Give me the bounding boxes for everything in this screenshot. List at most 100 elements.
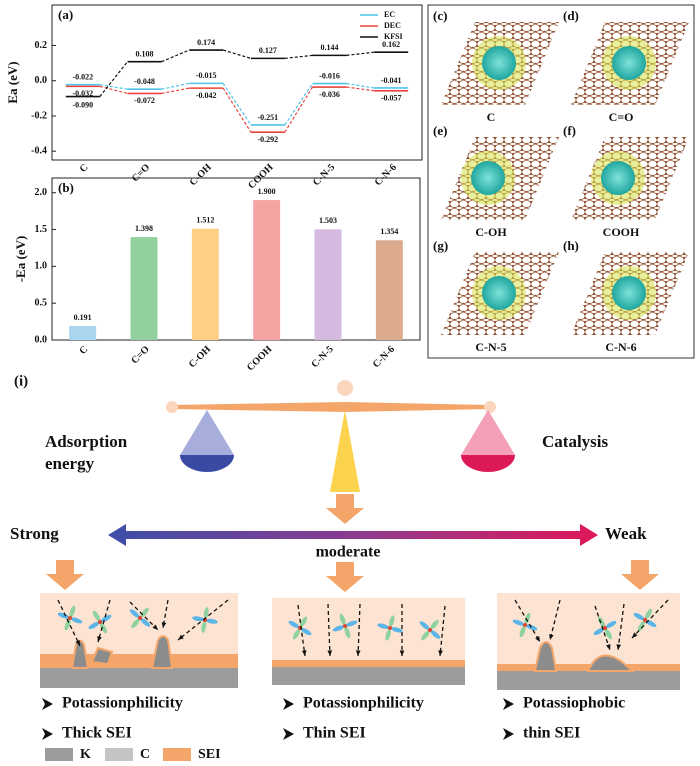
molecule-core: [98, 620, 102, 624]
molecule-arm: [645, 619, 657, 628]
molecule-core: [523, 623, 527, 627]
value-label: 0.144: [321, 43, 339, 52]
plot-frame: [51, 177, 421, 341]
dashed-arrow: [177, 599, 229, 641]
dashed-arrow: [57, 599, 81, 647]
connector: [99, 85, 128, 95]
k-atom: [482, 46, 516, 80]
value-label: 1.512: [196, 215, 214, 224]
center-post: [330, 410, 360, 492]
bullet-marker: [503, 698, 514, 710]
arrow-head: [549, 634, 554, 640]
molecule-arm: [99, 622, 108, 634]
y-tick-label: 0.0: [35, 75, 48, 86]
panel-label: (i): [14, 373, 28, 389]
molecule-arm: [100, 614, 112, 623]
bullet-marker: [503, 728, 514, 740]
molecule-core: [603, 626, 607, 630]
case-1: [40, 593, 238, 688]
molecule-arm: [633, 612, 645, 621]
arrow-head: [97, 636, 102, 642]
molecule-arm: [390, 627, 403, 633]
k-atom: [601, 161, 635, 195]
connector: [222, 87, 252, 133]
connector: [161, 82, 190, 90]
panel-letter: (g): [433, 238, 448, 253]
x-tick-label: C=O: [129, 344, 152, 367]
right-pan-base: [461, 455, 515, 472]
molecule-arm: [605, 620, 617, 629]
panel-letter: (f): [563, 123, 576, 138]
value-label: 0.127: [259, 46, 277, 55]
panel-letter: (h): [563, 238, 579, 253]
connector: [99, 61, 128, 97]
legend-label: SEI: [198, 747, 221, 762]
legend-swatch: [45, 748, 73, 761]
molecule-arm: [419, 621, 430, 630]
value-label: -0.057: [381, 94, 402, 103]
arrow-head: [399, 650, 405, 656]
molecule-arm: [192, 616, 205, 622]
y-axis-label: -Ea (eV): [13, 236, 28, 283]
molecule-arm: [524, 612, 531, 625]
molecule-arm: [140, 618, 151, 627]
molecule-core: [643, 618, 647, 622]
molecule-arm: [512, 619, 525, 626]
molecule-arm: [344, 626, 351, 639]
left-pan-base: [180, 455, 234, 472]
value-label: -0.090: [72, 100, 93, 109]
bullet-list: Potassionphilicity Thick SEI Potassionphil…: [42, 695, 625, 742]
y-tick-label: 2.0: [35, 187, 48, 198]
arrow-head: [161, 622, 167, 628]
connector: [284, 83, 313, 126]
molecule-arm: [288, 620, 300, 629]
y-tick-label: -0.2: [31, 110, 47, 121]
connector: [346, 82, 375, 89]
arrow-head: [606, 644, 611, 650]
value-label: 0.174: [197, 38, 215, 47]
molecule: [419, 619, 441, 641]
y-tick-label: 1.0: [35, 261, 48, 272]
structure-caption: C=O: [609, 110, 634, 124]
value-label: 1.900: [258, 187, 276, 196]
down-arrow: [326, 494, 364, 524]
bullet-text: Thin SEI: [303, 725, 366, 742]
molecule-arm: [131, 618, 140, 629]
structure-caption: C-N-5: [475, 340, 506, 354]
k-atom: [612, 276, 646, 310]
molecule-arm: [385, 628, 391, 641]
arrow-head: [616, 644, 622, 650]
molecule-core: [68, 616, 72, 620]
dashed-arrow: [297, 604, 306, 657]
value-label: 0.191: [74, 313, 92, 322]
value-label: -0.251: [257, 113, 278, 122]
molecule-arm: [70, 617, 83, 624]
left-label: Adsorption: [45, 432, 128, 451]
value-label: -0.022: [72, 72, 93, 81]
value-label: 1.503: [319, 216, 337, 225]
molecule-arm: [345, 620, 358, 627]
arrow-head: [535, 636, 540, 642]
y-tick-label: 0.5: [35, 297, 48, 308]
bullet-marker: [283, 728, 294, 740]
gradient-arrow: [108, 524, 598, 546]
molecule: [332, 613, 358, 639]
legend-label: DEC: [384, 21, 401, 30]
arrow-head: [632, 632, 638, 638]
bullet-marker: [42, 698, 53, 710]
molecule-arm: [430, 619, 439, 630]
arrow-head: [301, 650, 307, 656]
legend-swatch: [163, 748, 191, 761]
y-tick-label: 0.2: [35, 40, 48, 51]
molecule-arm: [593, 627, 605, 636]
x-tick-label: C-OH: [187, 344, 213, 370]
connector: [222, 83, 252, 126]
value-label: -0.072: [134, 96, 155, 105]
bullet-text: Thick SEI: [62, 725, 132, 742]
value-label: 1.354: [380, 227, 398, 236]
panel-letter: (d): [563, 8, 579, 23]
connector: [346, 86, 375, 92]
arrow-head: [327, 650, 333, 656]
dashed-arrow: [631, 599, 669, 639]
